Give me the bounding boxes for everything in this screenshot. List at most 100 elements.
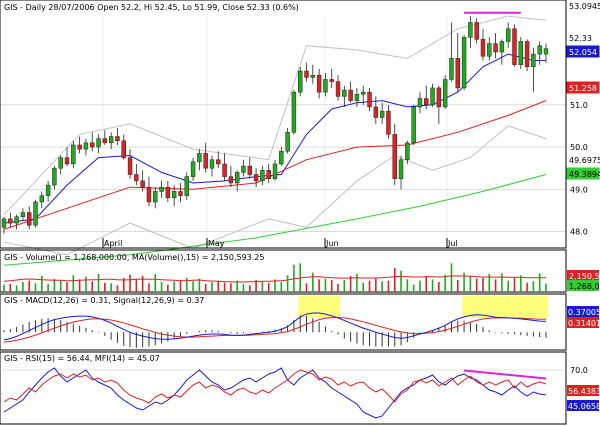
volume-ma-line [3, 275, 546, 283]
rsi-lines [3, 367, 547, 419]
candle-body [442, 79, 448, 108]
candle-body [417, 98, 423, 108]
candle-body [348, 89, 353, 101]
candle-body [361, 91, 366, 95]
candle-body [524, 41, 530, 68]
volume-badge-bg [567, 280, 599, 291]
candle-body [398, 159, 404, 179]
candle-body [247, 165, 252, 175]
macd-badge-label: 0.370057 [568, 308, 600, 317]
candle-body [241, 165, 246, 173]
candle-body [140, 180, 145, 188]
candle-body [493, 43, 498, 53]
price-y-tick-label: 49.0 [570, 185, 588, 194]
rsi-badge-bg [567, 385, 599, 396]
overlay-mid-ma [3, 100, 547, 230]
volume-panel: GIS - Volume() = 1,268,000.00, MA(Volume… [0, 249, 600, 293]
macd-highlight-box [462, 296, 548, 318]
candle-body [505, 28, 511, 42]
price-y-axis: 48.0 49.0 50.0 51.0 [570, 101, 588, 237]
price-badge-bg [566, 81, 600, 94]
candle-body [14, 216, 19, 224]
overlay-short-ma [3, 53, 546, 224]
candle-body [291, 91, 297, 133]
candle-body [518, 41, 523, 65]
candle-body [304, 70, 309, 78]
price-x-tick-label: Jul [447, 239, 458, 248]
macd-highlight-box [298, 296, 341, 318]
rsi-trend-line [463, 369, 547, 380]
candle-body [134, 174, 139, 182]
volume-ma-path [3, 275, 546, 283]
candle-body [329, 79, 334, 82]
macd-line [3, 312, 547, 341]
candle-body [436, 87, 442, 108]
candle-body [234, 172, 240, 184]
price-x-tick-label: Jun [325, 239, 339, 248]
price-badge-bg [567, 32, 599, 43]
candle-body [253, 174, 259, 182]
rsi-badge-bg [567, 400, 599, 411]
candle-body [178, 191, 183, 196]
macd-badge-label: 0.314015 [568, 319, 600, 328]
price-x-tick-label: April [104, 239, 122, 248]
candle-body [430, 87, 435, 106]
candle-body [203, 153, 208, 169]
candle-body [115, 136, 120, 141]
macd-header: GIS - MACD(12,26) = 0.31, Signal(12,26,9… [4, 296, 204, 305]
candle-body [424, 98, 429, 106]
rsi-y-axis: 70.0 [570, 366, 588, 375]
candle-body [386, 110, 391, 135]
price-badge-label: 52.054 [569, 48, 597, 57]
candle-body [260, 170, 265, 182]
candle-body [335, 81, 341, 97]
candle-body [537, 45, 542, 55]
price-badge-label: 52.33 [569, 34, 592, 43]
candle-body [310, 75, 316, 78]
volume-bars [3, 263, 547, 292]
macd-panel: GIS - MACD(12,26) = 0.31, Signal(12,26,9… [0, 293, 600, 351]
volume-header: GIS - Volume() = 1,268,000.00, MA(Volume… [4, 253, 264, 262]
price-badges: 53.0945 52.33 52.054 51.258 49.6975 49.3894 [566, 0, 600, 180]
candle-body [184, 176, 189, 196]
candle-body [499, 41, 505, 53]
price-header: GIS - Daily 28/07/2006 Open 52.2, Hi 52.… [4, 3, 299, 12]
rsi-header: GIS - RSI(15) = 56.44, MFI(14) = 45.07 [4, 354, 160, 363]
candle-body [279, 151, 284, 165]
price-candles [1, 16, 549, 234]
candle-body [83, 142, 89, 150]
candle-body [480, 39, 486, 57]
candle-body [64, 157, 70, 165]
volume-badges: 2,150,5931,268,000 [567, 270, 600, 291]
price-badge-label: 53.0945 [569, 2, 600, 11]
candle-body [354, 94, 360, 101]
rsi-trend-segment [463, 369, 547, 380]
candle-body [1, 218, 7, 228]
rsi-badge-label: 56.4383 [568, 387, 600, 396]
candle-body [190, 161, 196, 177]
volume-badge-label: 2,150,593 [569, 272, 600, 281]
candle-body [52, 167, 57, 186]
price-y-tick-label: 51.0 [570, 101, 588, 110]
candle-body [39, 195, 45, 203]
macd-badge-bg [567, 306, 599, 317]
candle-body [27, 212, 32, 226]
candle-body [298, 70, 303, 93]
candle-body [121, 140, 126, 158]
candle-body [8, 218, 13, 224]
candle-body [96, 138, 101, 148]
price-panel: GIS - Daily 28/07/2006 Open 52.2, Hi 52.… [0, 0, 600, 266]
rsi-badges: 56.4383 45.0658 [567, 385, 600, 411]
candle-body [222, 163, 227, 177]
candle-body [228, 176, 234, 184]
candle-body [102, 138, 108, 144]
candle-body [323, 79, 328, 93]
macd-highlights [298, 296, 548, 318]
macd-lines [3, 312, 547, 343]
candle-body [216, 159, 221, 165]
price-badge-bg [567, 154, 599, 165]
rsi-line [3, 369, 547, 404]
overlay-long-ma [3, 174, 547, 266]
candle-body [316, 75, 322, 93]
